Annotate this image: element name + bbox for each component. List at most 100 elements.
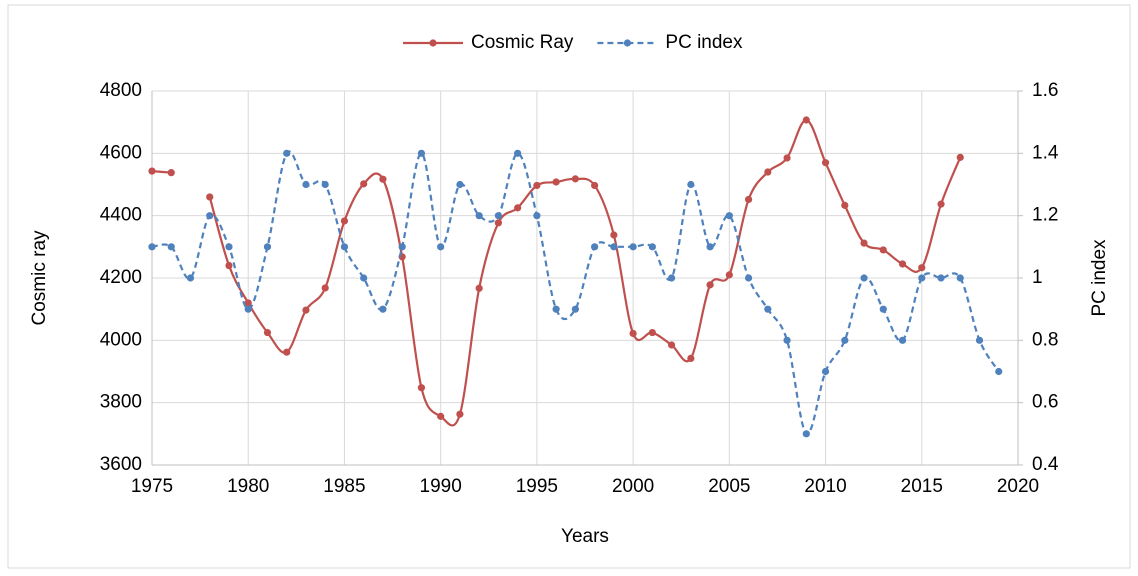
point	[783, 336, 791, 344]
point	[975, 336, 984, 344]
point	[898, 336, 907, 344]
y2-tick-label: 1.4	[1032, 142, 1059, 163]
point	[456, 410, 464, 418]
point	[918, 264, 926, 272]
x-tick-label: 2015	[901, 476, 943, 497]
point	[494, 219, 502, 227]
point	[225, 261, 233, 270]
y-axis-title: Cosmic ray	[29, 230, 50, 326]
point	[860, 239, 868, 247]
point	[552, 178, 560, 186]
point	[340, 217, 349, 225]
point	[918, 274, 926, 282]
point	[206, 193, 214, 201]
point	[937, 200, 945, 208]
y2-tick-label: 1.6	[1032, 80, 1058, 101]
y2-tick-label: 0.8	[1032, 329, 1058, 350]
point	[456, 180, 464, 189]
point	[744, 195, 753, 204]
y-tick-label: 4200	[100, 267, 142, 288]
point	[148, 243, 156, 251]
point	[668, 341, 676, 349]
point	[283, 348, 291, 356]
y-tick-label: 4400	[100, 205, 142, 226]
x-tick-label: 2000	[612, 476, 654, 497]
point	[263, 328, 272, 337]
point	[379, 175, 387, 183]
y-tick-label: 3600	[100, 454, 142, 475]
point	[725, 271, 733, 279]
point	[841, 201, 849, 209]
y-tick-label: 4600	[100, 142, 142, 163]
legend-marker	[429, 39, 437, 47]
point	[629, 329, 637, 338]
point	[283, 149, 291, 157]
legend-label: PC index	[665, 32, 743, 53]
point	[687, 180, 695, 189]
point	[148, 167, 156, 175]
point	[995, 367, 1003, 376]
point	[514, 149, 522, 157]
point	[725, 212, 733, 220]
point	[802, 116, 810, 124]
x-tick-label: 1995	[516, 476, 558, 497]
point	[340, 243, 349, 251]
x-tick-label: 1990	[420, 476, 462, 497]
point	[591, 243, 599, 251]
point	[802, 430, 810, 438]
y2-tick-label: 1.2	[1032, 205, 1058, 226]
point	[494, 212, 502, 220]
point	[437, 412, 445, 420]
point	[379, 305, 387, 313]
x-tick-label: 2005	[708, 476, 750, 497]
x-tick-label: 2020	[997, 476, 1039, 497]
point	[475, 212, 483, 220]
point	[398, 243, 406, 251]
x-tick-label: 1975	[131, 476, 173, 497]
point	[225, 243, 233, 251]
x-tick-label: 2010	[804, 476, 846, 497]
point	[610, 231, 618, 239]
x-axis-title: Years	[561, 526, 609, 547]
point	[321, 284, 329, 292]
point	[744, 274, 753, 282]
point	[360, 180, 368, 188]
point	[360, 274, 368, 282]
x-tick-label: 1980	[227, 476, 269, 497]
point	[514, 204, 522, 212]
point	[860, 274, 868, 282]
point	[552, 305, 560, 313]
chart-border	[7, 4, 1131, 569]
point	[571, 175, 579, 183]
point	[879, 246, 887, 254]
point	[475, 284, 483, 292]
point	[167, 243, 175, 251]
point	[821, 159, 830, 167]
point	[879, 305, 887, 313]
point	[417, 384, 426, 392]
point	[263, 243, 272, 251]
point	[648, 328, 656, 337]
point	[610, 243, 618, 251]
point	[764, 168, 772, 176]
y-tick-label: 4800	[100, 80, 142, 101]
point	[186, 274, 195, 282]
y-tick-label: 3800	[100, 392, 142, 413]
y2-tick-label: 0.6	[1032, 392, 1058, 413]
point	[571, 305, 579, 313]
point	[591, 181, 599, 190]
point	[302, 306, 310, 314]
point	[302, 180, 310, 189]
point	[841, 336, 849, 344]
point	[533, 212, 541, 220]
point	[783, 154, 791, 162]
point	[956, 153, 964, 161]
legend-label: Cosmic Ray	[471, 32, 574, 53]
point	[321, 180, 329, 189]
point	[437, 243, 445, 251]
point	[687, 354, 695, 363]
point	[167, 169, 175, 177]
y2-axis-title: PC index	[1089, 239, 1110, 317]
point	[206, 212, 214, 220]
